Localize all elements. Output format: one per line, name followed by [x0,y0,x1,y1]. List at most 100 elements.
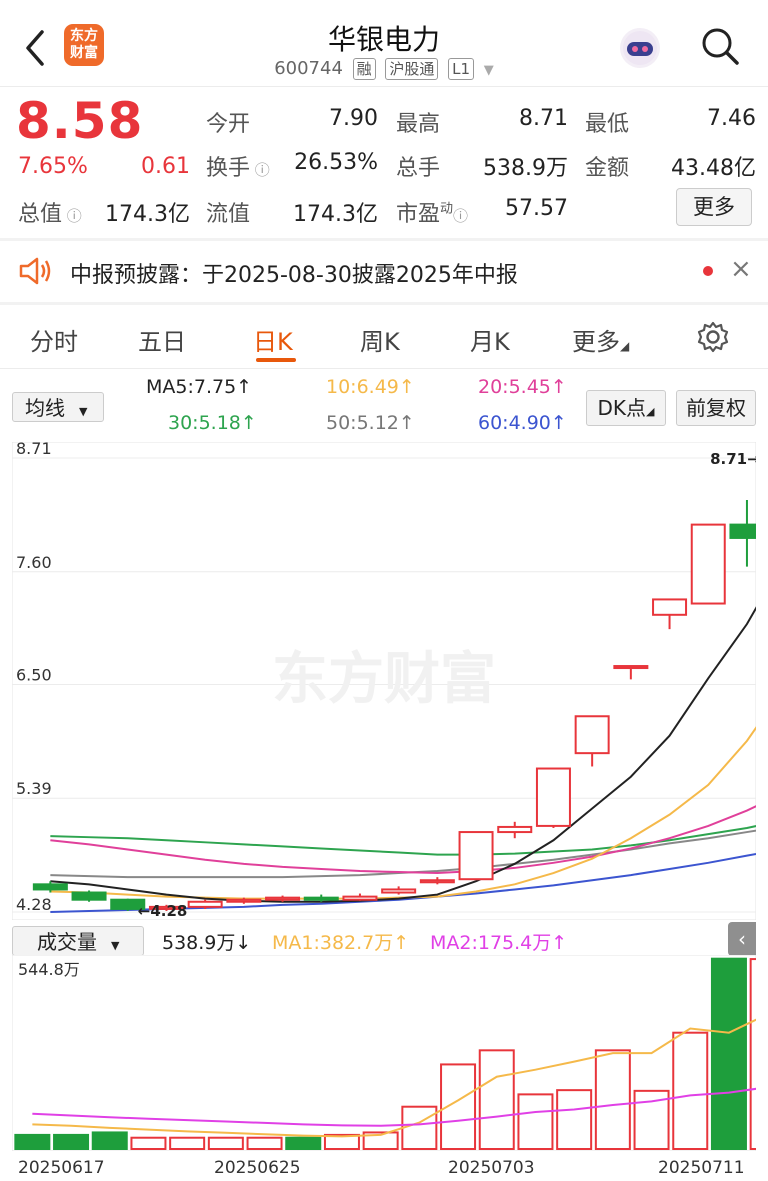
candle [71,890,107,902]
candle-body [381,888,417,894]
y-tick-label: 7.60 [16,553,52,572]
volume-bar [53,1133,90,1150]
volume-bar [207,1136,244,1151]
low-value: 7.46 [707,106,756,131]
volume-bar [594,1049,631,1150]
volume-bar [91,1131,128,1151]
divider [0,86,768,87]
volume-header: 成交量 ▼ 538.9万↓ MA1:382.7万↑ MA2:175.4万↑ ‹ [0,922,768,958]
candle-body [652,598,688,616]
tab-five-day[interactable]: 五日 [138,328,186,356]
dk-point-button[interactable]: DK点◢ [586,390,666,426]
candle [690,523,726,605]
y-tick-label: 6.50 [16,665,52,684]
candle-body [690,523,726,605]
market-cap-value: 174.3亿 [105,202,190,227]
assistant-avatar[interactable] [620,28,660,68]
amount-label: 金额 [585,156,630,181]
candle [265,895,301,902]
volume-bar [285,1136,322,1151]
candle-body [303,896,339,901]
pe-value: 57.57 [505,196,568,221]
ma20-line [50,805,756,875]
candle [226,897,262,904]
low-marker: ←4.28 [138,902,188,920]
market-cap-label[interactable]: 总值 ⓘ [18,202,82,227]
volume-bar [401,1105,438,1150]
volume-bar [362,1131,399,1151]
margin-tag: 融 [352,58,376,80]
candle [458,831,494,881]
candle-body [265,896,301,901]
ma5-value: MA5:7.75↑ [146,376,253,398]
change-percent: 7.65% [18,154,88,179]
ma60-value: 60:4.90↑ [478,412,567,434]
volume-bar [323,1133,360,1150]
open-label: 今开 [206,112,251,137]
more-button[interactable]: 更多 [676,188,752,226]
collapse-panel-button[interactable]: ‹ [728,922,756,956]
back-button[interactable] [18,26,54,70]
volume-bar [749,958,756,1150]
chevron-left-icon [26,30,44,66]
close-icon[interactable]: × [730,254,752,284]
candle [535,767,571,828]
ma50-value: 50:5.12↑ [326,412,415,434]
chevron-down-icon[interactable]: ▼ [483,63,494,78]
candle-body [148,905,184,910]
candle [303,894,339,902]
ma30-line [50,825,756,856]
volume-bar [169,1136,206,1151]
candle-body [497,825,533,834]
volume-label: 总手 [396,156,441,181]
indicator-select[interactable]: 均线 ▼ [12,392,104,422]
candle [419,877,455,885]
tab-weekly-k[interactable]: 周K [360,328,400,356]
search-button[interactable] [698,24,742,68]
x-label-date: 20250703 [448,1158,535,1178]
float-cap-label: 流值 [206,202,251,227]
ma10-value: 10:6.49↑ [326,376,415,398]
candle [110,898,146,911]
candle [148,904,184,911]
ma5-line [50,606,756,903]
candle-body [187,900,223,908]
last-price: 8.58 [16,92,144,150]
candle-body [71,891,107,901]
tab-more[interactable]: 更多◢ [572,328,630,356]
candle-body [226,898,262,903]
forward-adjust-button[interactable]: 前复权 [676,390,756,426]
change-amount: 0.61 [141,154,190,179]
ma30-value: 30:5.18↑ [168,412,257,434]
candle-body [535,767,571,827]
pe-label[interactable]: 市盈动ⓘ [396,201,469,227]
candle-body [342,895,378,901]
volume-bar [517,1093,554,1150]
robot-icon [623,31,657,65]
high-label: 最高 [396,112,441,137]
settings-gear-icon[interactable] [696,320,730,354]
active-tab-indicator [256,358,296,362]
tab-monthly-k[interactable]: 月K [470,328,510,356]
candle [729,500,756,567]
stock-code: 600744 [274,58,343,79]
divider [0,302,768,305]
turnover-label[interactable]: 换手 ⓘ [206,156,270,181]
tab-intraday[interactable]: 分时 [30,328,78,356]
tab-daily-k[interactable]: 日K [253,328,293,356]
stock-name: 华银电力 [327,23,440,56]
volume-bar [478,1049,515,1150]
notice-banner[interactable]: 中报预披露：于2025-08-30披露2025年中报 × [0,240,768,302]
ma20-value: 20:5.45↑ [478,376,567,398]
watermark: 东方财富 [272,647,496,712]
candlestick-chart[interactable]: 东方财富 8.717.606.505.394.28 8.71→←4.28B [12,442,756,920]
candle-body [574,715,610,755]
volume-ma1: MA1:382.7万↑ [272,932,410,954]
volume-top-tick: 544.8万 [18,960,80,979]
x-label-date: 20250711 [658,1158,745,1178]
volume-chart[interactable]: 544.8万 [12,955,756,1151]
volume-bar [556,1089,593,1150]
candle-body [110,898,146,910]
divider [0,368,768,369]
volume-indicator-select[interactable]: 成交量 ▼ [12,926,144,956]
